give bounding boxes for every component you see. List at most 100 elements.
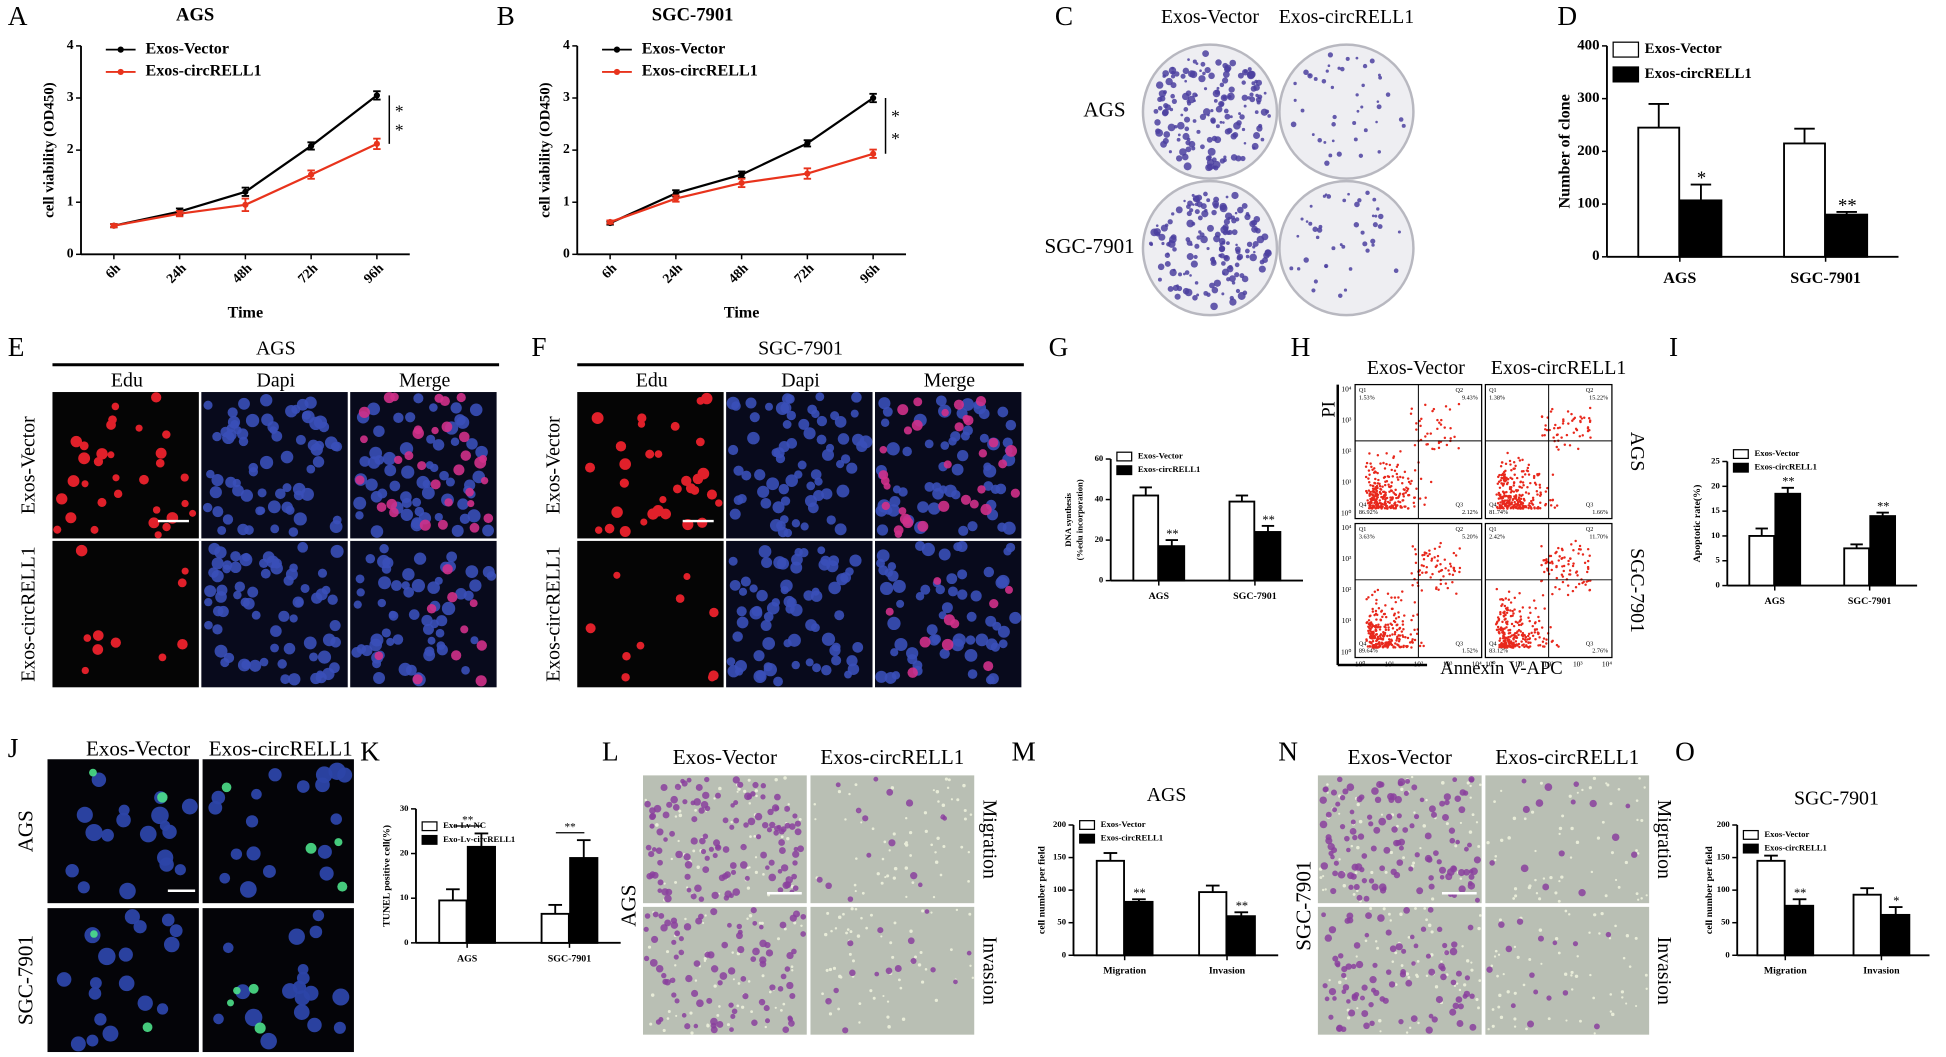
event [1391,504,1395,508]
event [1495,505,1499,509]
event [1505,622,1508,625]
event [1514,464,1517,468]
cell [882,406,893,417]
cell [304,396,317,409]
cell [1409,823,1415,829]
colony [1196,235,1201,240]
cell [459,513,471,524]
x-tick-label: SGC-7901 [1233,591,1277,602]
event [1527,463,1531,467]
cell [655,964,664,973]
cell [1464,975,1471,981]
cell [1332,996,1337,1001]
cell [1516,955,1520,959]
event [1431,447,1434,451]
cell [717,980,723,986]
colony [1155,128,1161,134]
event [1429,480,1433,484]
colony [1204,66,1211,74]
cell [675,1014,678,1017]
bar [1784,904,1815,957]
cell [203,400,213,410]
colony [1370,238,1376,244]
event [1501,495,1504,499]
cell [854,890,857,893]
colony [1208,72,1215,80]
x-tick-label: Invasion [1863,966,1900,977]
cell [619,478,629,488]
cell [270,524,280,534]
cell [1330,789,1338,796]
point [607,218,614,226]
side-label: Invasion [1653,937,1675,1005]
cell [881,501,890,511]
cell [246,846,261,861]
cell [292,482,306,496]
event [1367,481,1371,484]
event [1555,565,1558,569]
point [110,222,117,229]
colony [1253,132,1261,139]
event [1364,475,1368,479]
cell [151,806,169,825]
event [1387,483,1390,486]
cell [1438,866,1447,874]
cell [940,441,950,450]
event [1384,493,1387,497]
cell [924,481,935,492]
event [1588,406,1592,410]
event [1500,476,1503,480]
colony [1222,95,1227,100]
x-tick-label: 10³ [1443,660,1453,669]
cell [938,500,950,512]
y-tick-label: 200 [1577,143,1599,159]
cell [1361,853,1368,859]
colony [1315,235,1320,240]
event [1393,630,1397,634]
event [1392,619,1396,623]
cell [1396,859,1404,866]
event [1533,628,1537,631]
colony [1203,290,1209,296]
cell [737,982,741,985]
cell [1428,968,1436,976]
event [1384,628,1388,632]
event [1458,547,1461,550]
cell [834,416,847,428]
cell [990,642,1001,652]
cell [1450,979,1457,986]
event [1418,644,1422,648]
y-tick-label: 60 [1095,453,1104,463]
column-label: Exos-circRELL1 [1495,745,1639,769]
event [1443,436,1447,440]
colony [1234,272,1240,278]
cell [209,486,222,499]
cell [238,436,249,447]
event [1518,610,1522,613]
colony [1155,81,1164,89]
cell [312,909,325,922]
cell [797,845,805,853]
cell [119,882,136,900]
colony [1205,163,1213,172]
event [1535,490,1539,493]
colony [1327,52,1334,58]
cell [691,989,699,998]
event [1436,559,1439,563]
cell [1452,1002,1459,1010]
event [1578,435,1582,438]
colony [1192,59,1197,64]
cell [790,603,803,617]
event [1432,407,1436,411]
cell [710,1026,718,1034]
cell [779,921,787,929]
event [1383,625,1386,628]
cell [800,913,807,920]
cell [760,620,772,631]
colony [1348,267,1353,271]
cell [135,424,143,432]
event [1504,617,1507,621]
cell [794,828,802,836]
cell [161,913,175,927]
cell [1360,995,1365,1001]
